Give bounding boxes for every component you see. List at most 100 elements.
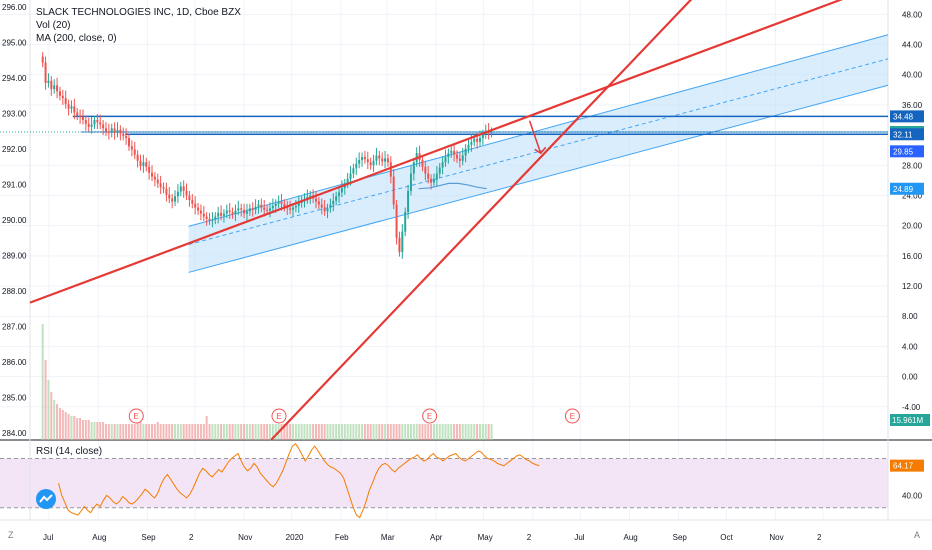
volume-bar (257, 424, 260, 440)
candle-body (145, 162, 148, 167)
time-axis-tick-9: May (478, 533, 493, 542)
volume-bar (470, 424, 473, 440)
volume-bar (271, 424, 274, 440)
channel-fill (188, 34, 888, 273)
left-axis-tick-0: 284.00 (2, 429, 27, 438)
candle-body (70, 106, 73, 109)
candle-body (297, 203, 300, 207)
volume-bar (87, 420, 90, 440)
volume-bar (64, 412, 67, 440)
volume-bar (119, 424, 122, 440)
candle-body (458, 158, 461, 161)
right-axis-tick-7: 24.00 (902, 191, 923, 200)
candle-body (447, 153, 450, 157)
channel-upper[interactable] (188, 34, 889, 227)
time-axis-tick-4: Nov (238, 533, 252, 542)
volume-bar (142, 424, 145, 440)
volume-bar (366, 424, 369, 440)
auto-scale-button[interactable]: A (914, 530, 921, 540)
volume-bar (268, 424, 271, 440)
candle-body (257, 204, 260, 207)
earnings-marker-label: E (570, 412, 575, 421)
volume-bar (90, 422, 93, 440)
candle-body (237, 208, 240, 211)
time-axis-tick-0: Jul (43, 533, 53, 542)
candle-body (283, 203, 286, 207)
candle-body (461, 155, 464, 161)
rsi-line (58, 442, 540, 519)
volume-bar (41, 324, 44, 440)
volume-bar (398, 424, 401, 440)
candle-body (467, 144, 470, 149)
candle-body (81, 116, 84, 120)
volume-bar (263, 424, 266, 440)
volume-bar (286, 424, 289, 440)
volume-bar (130, 424, 133, 440)
volume-bar (79, 418, 82, 440)
earnings-marker-0[interactable] (128, 408, 144, 424)
legend-symbol[interactable]: SLACK TECHNOLOGIES INC, 1D, Cboe BZX (36, 7, 241, 18)
candle-body (361, 156, 364, 160)
candle-body (369, 162, 372, 166)
volume-bar (191, 424, 194, 440)
arrow-shaft[interactable] (528, 120, 542, 154)
legend-rsi[interactable]: RSI (14, close) (36, 446, 103, 457)
volume-bar (266, 424, 269, 440)
volume-bar (395, 424, 398, 440)
candle-body (409, 173, 412, 191)
earnings-marker-1[interactable] (271, 408, 287, 424)
candle-body (185, 190, 188, 196)
candle-body (473, 138, 476, 142)
candle-body (90, 124, 93, 127)
candle-body (125, 135, 128, 139)
tradingview-logo-icon[interactable] (36, 489, 56, 509)
volume-badge-label: 15.961M (892, 416, 923, 425)
volume-bar (81, 420, 84, 440)
left-axis-tick-9: 293.00 (2, 110, 27, 119)
volume-bar (44, 360, 47, 440)
candle-body (199, 210, 202, 214)
volume-bar (473, 424, 476, 440)
price-badge-label-3: 29.85 (893, 147, 914, 156)
candle-body (294, 206, 297, 208)
volume-bar (50, 392, 53, 440)
candle-body (119, 129, 122, 134)
candle-body (398, 237, 401, 253)
time-axis-tick-3: 2 (189, 533, 194, 542)
volume-bar (102, 422, 105, 440)
volume-bar (116, 424, 119, 440)
earnings-marker-3[interactable] (564, 408, 580, 424)
volume-bar (335, 424, 338, 440)
volume-bar (432, 424, 435, 440)
legend-ma[interactable]: MA (200, close, 0) (36, 33, 117, 44)
candle-body (427, 173, 430, 179)
volume-bar (84, 420, 87, 440)
left-axis-tick-10: 294.00 (2, 74, 27, 83)
earnings-marker-2[interactable] (422, 408, 438, 424)
volume-bar (168, 424, 171, 440)
volume-bar (309, 424, 312, 440)
trend-2[interactable] (270, 0, 693, 441)
legend-volume[interactable]: Vol (20) (36, 20, 71, 31)
trend-1[interactable] (29, 0, 843, 304)
zoom-button[interactable]: Z (8, 530, 14, 540)
volume-bar (188, 424, 191, 440)
candlesticks (41, 52, 493, 259)
trendlines[interactable] (29, 0, 843, 441)
volume-bar (96, 422, 99, 440)
candle-body (128, 138, 130, 147)
left-axis-tick-5: 289.00 (2, 251, 27, 260)
candle-body (234, 210, 237, 215)
volume-bar (418, 424, 421, 440)
arrow-annotation[interactable] (528, 120, 547, 155)
candle-body (47, 80, 50, 84)
candle-body (326, 208, 329, 212)
candle-body (171, 198, 174, 202)
candle-body (156, 179, 159, 184)
candle-body (41, 56, 44, 63)
candle-body (464, 148, 467, 156)
channel-mid[interactable] (188, 58, 889, 246)
volume-bar (343, 424, 346, 440)
